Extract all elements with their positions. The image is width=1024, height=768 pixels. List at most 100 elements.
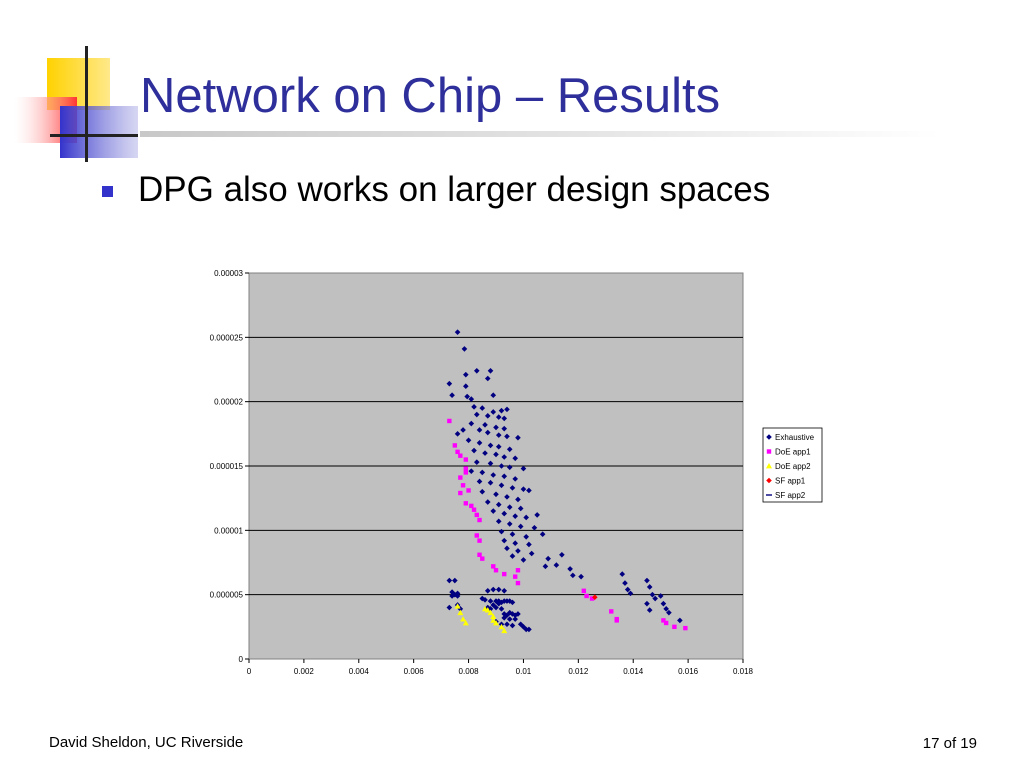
data-point [454,603,461,609]
data-point [495,443,502,450]
data-point [463,466,469,471]
data-point [487,442,494,449]
data-point [468,468,475,474]
scatter-chart: 0 0.000005 0.00001 0.000015 0.00002 0.000025 0… [210,269,823,676]
data-point [493,451,499,458]
data-point [567,566,573,572]
y-tick-label: 0.000025 [210,333,244,342]
data-point [517,523,524,530]
data-point [498,528,505,535]
data-point [501,588,508,594]
data-point [490,613,497,619]
data-point [446,604,453,611]
data-point [683,625,688,631]
legend-label: SF app2 [775,491,806,500]
legend-marker [766,463,772,469]
data-point [657,593,664,599]
data-point [490,472,497,478]
data-point [661,618,666,623]
data-point [446,577,453,584]
y-tick-label: 0.00002 [214,398,243,407]
series-sf-app1 [592,594,598,601]
data-point [482,450,488,456]
data-point [509,599,516,606]
data-point [504,406,510,413]
data-point [542,563,549,570]
x-tick-label: 0.006 [404,667,425,676]
data-point [474,533,479,538]
data-point [513,574,518,579]
data-point [502,571,507,577]
data-point [526,487,532,494]
data-point [471,507,477,512]
data-point [504,621,510,628]
data-point [455,449,460,455]
data-point [484,607,491,613]
data-point [468,396,475,402]
data-point [477,538,482,543]
data-point [609,609,614,614]
logo-graphic [0,0,140,170]
data-point [498,606,505,612]
data-point [460,616,467,622]
data-point [487,598,494,604]
data-point [545,555,551,562]
data-point [515,580,521,586]
data-point [454,590,461,597]
data-point [619,571,626,577]
data-point [506,446,513,453]
data-point [495,586,502,593]
data-point [479,405,486,411]
data-point [509,553,516,559]
data-point [515,496,521,503]
data-point [479,488,486,495]
data-point [493,424,499,431]
x-tick-label: 0.01 [516,667,532,676]
data-point [663,620,669,626]
data-point [644,577,650,584]
data-point [493,568,499,573]
data-point [646,607,653,613]
data-point [581,588,587,594]
x-tick-label: 0.016 [678,667,699,676]
data-point [498,623,505,630]
data-point [465,437,472,444]
data-point [484,499,491,505]
data-point [515,611,521,617]
data-point [512,476,519,482]
series-exhaustive [446,329,683,633]
data-point [447,418,452,424]
data-point [649,591,656,598]
data-point [501,473,508,480]
data-point [458,475,463,480]
data-point [512,616,519,622]
data-point [460,483,466,488]
y-tick-label: 0 [239,655,244,664]
data-point [495,518,502,525]
data-point [469,503,474,509]
legend-label: DoE app1 [775,448,811,457]
x-tick-label: 0.004 [349,667,370,676]
data-point [452,577,458,584]
data-point [515,568,521,573]
data-point [464,393,470,400]
bullet-text: DPG also works on larger design spaces [138,170,771,209]
data-point [539,531,546,537]
data-point [517,505,524,512]
y-tick-label: 0.000015 [210,462,244,471]
data-point [501,510,508,517]
data-point [614,618,619,623]
data-point [484,429,491,436]
data-point [476,427,483,433]
data-point [531,524,538,531]
data-point [506,504,513,510]
data-point [458,453,463,458]
data-point [559,551,565,558]
data-point [677,617,683,624]
data-point [471,447,477,454]
data-point [473,411,480,418]
data-point [520,465,527,472]
data-point [584,593,589,599]
data-point [482,422,488,428]
data-point [644,600,650,607]
